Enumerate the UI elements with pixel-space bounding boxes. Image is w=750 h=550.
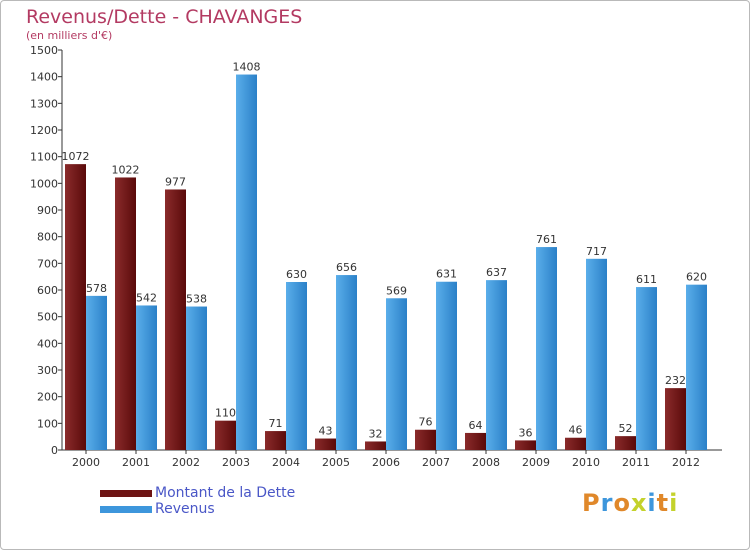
y-tick-label: 800 [37, 231, 58, 244]
chart-bars [65, 74, 707, 451]
logo-letter: r [600, 489, 614, 517]
data-label-debt-2007: 76 [419, 416, 433, 429]
data-label-revenue-2000: 578 [86, 282, 107, 295]
x-tick-label-2004: 2004 [272, 456, 300, 469]
bar-revenue-2006 [386, 298, 407, 450]
x-tick-label-2009: 2009 [522, 456, 550, 469]
data-label-revenue-2003: 1408 [233, 61, 261, 74]
x-tick-label-2011: 2011 [622, 456, 650, 469]
y-tick-label: 900 [37, 204, 58, 217]
bar-revenue-2008 [486, 280, 507, 450]
bar-revenue-2000 [86, 295, 107, 450]
data-label-revenue-2010: 717 [586, 245, 607, 258]
y-tick-label: 1400 [30, 71, 58, 84]
bar-revenue-2012 [686, 284, 707, 450]
bar-revenue-2001 [136, 305, 157, 450]
y-tick-label: 1100 [30, 151, 58, 164]
data-label-debt-2011: 52 [619, 422, 633, 435]
legend-label-debt: Montant de la Dette [155, 485, 296, 501]
data-label-revenue-2005: 656 [336, 261, 357, 274]
data-label-revenue-2007: 631 [436, 268, 457, 281]
x-tick-label-2001: 2001 [122, 456, 150, 469]
bar-revenue-2003 [236, 74, 257, 451]
y-tick-label: 100 [37, 417, 58, 430]
bar-debt-2003 [215, 420, 236, 450]
y-tick-label: 500 [37, 311, 58, 324]
data-label-revenue-2012: 620 [686, 271, 707, 284]
x-tick-label-2005: 2005 [322, 456, 350, 469]
legend-swatch-debt [100, 490, 152, 497]
y-tick-label: 1500 [30, 44, 58, 57]
y-tick-label: 200 [37, 391, 58, 404]
bar-debt-2005 [315, 438, 336, 450]
y-tick-label: 400 [37, 337, 58, 350]
logo-letter: P [582, 489, 601, 517]
data-label-debt-2012: 232 [665, 374, 686, 387]
data-label-debt-2002: 977 [165, 175, 186, 188]
legend-label-revenue: Revenus [155, 501, 215, 517]
data-label-debt-2006: 32 [369, 427, 383, 440]
bar-revenue-2009 [536, 247, 557, 450]
data-label-revenue-2009: 761 [536, 233, 557, 246]
data-label-revenue-2001: 542 [136, 291, 157, 304]
bar-revenue-2005 [336, 275, 357, 450]
data-label-debt-2008: 64 [469, 419, 483, 432]
x-tick-label-2003: 2003 [222, 456, 250, 469]
data-label-debt-2003: 110 [215, 407, 236, 420]
y-tick-label: 300 [37, 364, 58, 377]
x-tick-label-2006: 2006 [372, 456, 400, 469]
logo-letter: t [656, 489, 670, 517]
chart-subtitle: (en milliers d'€) [26, 29, 113, 42]
y-tick-label: 1000 [30, 177, 58, 190]
legend-swatch-revenue [100, 506, 152, 513]
bar-debt-2002 [165, 189, 186, 450]
logo-letter: o [613, 489, 631, 517]
y-tick-label: 1200 [30, 124, 58, 137]
data-label-debt-2009: 36 [519, 426, 533, 439]
x-tick-label-2008: 2008 [472, 456, 500, 469]
bar-debt-2006 [365, 441, 386, 450]
bar-debt-2011 [615, 436, 636, 450]
y-tick-label: 700 [37, 257, 58, 270]
chart-axes: 0 100 200 300 400 500 600 700 800 900 1000 1100 1200… [30, 44, 722, 469]
x-tick-label-2000: 2000 [72, 456, 100, 469]
y-tick-label: 1300 [30, 97, 58, 110]
data-label-revenue-2011: 611 [636, 273, 657, 286]
bar-revenue-2011 [636, 287, 657, 450]
data-label-revenue-2002: 538 [186, 293, 207, 306]
bar-debt-2000 [65, 164, 86, 450]
data-label-debt-2001: 1022 [112, 163, 140, 176]
x-tick-label-2012: 2012 [672, 456, 700, 469]
data-label-revenue-2006: 569 [386, 284, 407, 297]
x-tick-label-2010: 2010 [572, 456, 600, 469]
y-tick-label: 0 [51, 444, 58, 457]
data-label-revenue-2004: 630 [286, 268, 307, 281]
y-tick-label: 600 [37, 284, 58, 297]
bar-revenue-2004 [286, 282, 307, 450]
data-label-debt-2010: 46 [569, 424, 583, 437]
logo-letter: i [647, 489, 657, 517]
data-label-debt-2005: 43 [319, 425, 333, 438]
x-tick-label-2007: 2007 [422, 456, 450, 469]
bar-debt-2008 [465, 432, 486, 450]
bar-debt-2010 [565, 437, 586, 450]
bar-debt-2012 [665, 388, 686, 450]
bar-debt-2007 [415, 429, 436, 450]
bar-debt-2004 [265, 431, 286, 450]
bar-revenue-2010 [586, 258, 607, 450]
bar-debt-2001 [115, 177, 136, 450]
bar-revenue-2002 [186, 306, 207, 450]
proxiti-logo: Proxiti [582, 489, 678, 517]
chart-title: Revenus/Dette - CHAVANGES [26, 6, 303, 28]
data-label-debt-2000: 1072 [62, 150, 90, 163]
chart-data-labels: 1072 578 1022 542 977 538 110 1408 71 630 43 656 32 5… [62, 61, 708, 441]
x-tick-label-2002: 2002 [172, 456, 200, 469]
data-label-debt-2004: 71 [269, 417, 283, 430]
bar-revenue-2007 [436, 281, 457, 450]
logo-letter: x [630, 489, 648, 517]
data-label-revenue-2008: 637 [486, 266, 507, 279]
logo-letter: i [669, 489, 679, 517]
bar-debt-2009 [515, 440, 536, 450]
